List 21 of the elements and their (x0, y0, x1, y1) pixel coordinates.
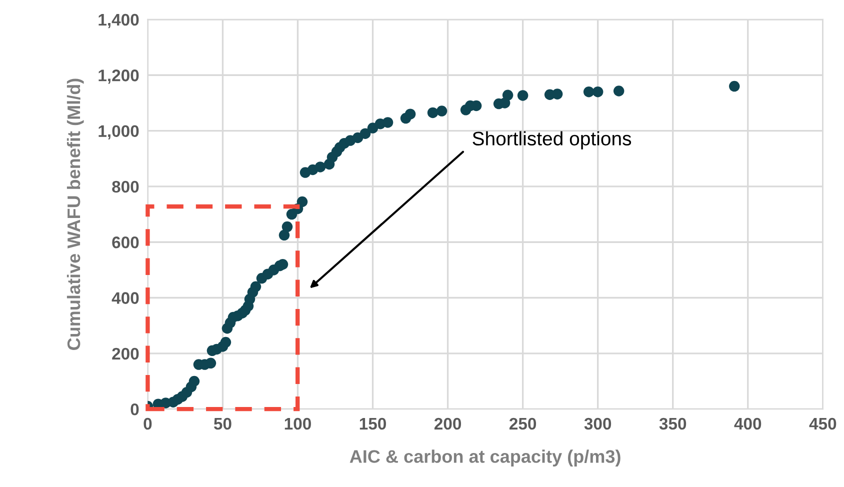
annotation: Shortlisted options (472, 131, 632, 150)
x-tick-label: 450 (809, 418, 836, 430)
y-tick-label: 1,400 (98, 14, 139, 28)
y-tick-label: 200 (112, 348, 139, 360)
x-tick-label: 250 (509, 418, 536, 430)
y-tick-label: 600 (112, 236, 139, 248)
y-tick-label: 0 (130, 403, 139, 416)
y-axis-title: Cumulative WAFU benefit (Ml/d) (66, 78, 84, 350)
y-tick-label: 400 (112, 292, 139, 304)
x-tick-label: 400 (734, 418, 762, 430)
x-tick-label: 150 (360, 418, 386, 430)
y-tick-label: 1,000 (98, 125, 139, 140)
x-tick-label: 350 (659, 418, 686, 430)
x-tick-label: 100 (284, 418, 311, 430)
x-tick-label: 200 (434, 418, 462, 430)
y-tick-label: 800 (112, 180, 139, 193)
x-tick-label: 0 (144, 418, 152, 430)
x-tick-label: 50 (214, 418, 232, 430)
x-tick-label: 300 (584, 418, 612, 430)
x-axis-title: AIC & carbon at capacity (p/m3) (350, 450, 620, 466)
y-tick-label: 1,200 (98, 70, 139, 84)
